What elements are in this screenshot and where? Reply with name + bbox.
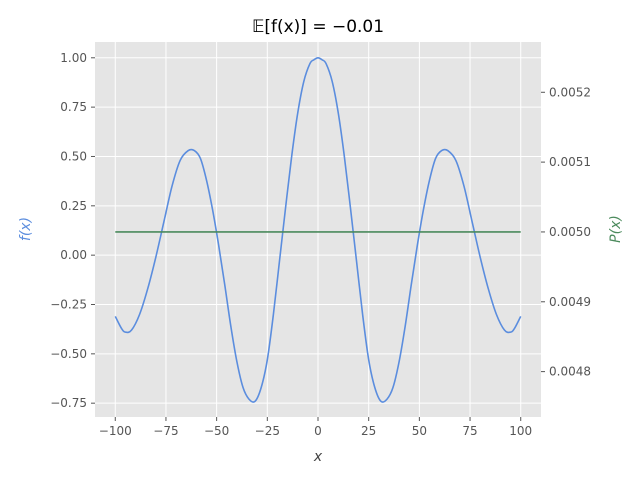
x-tick-label: −50 (204, 424, 229, 438)
y-left-tick-label: 0.50 (60, 149, 87, 163)
x-tick-label: 25 (361, 424, 376, 438)
y-right-tick-label: 0.0051 (549, 155, 591, 169)
y-left-axis-title: f(x) (18, 217, 34, 241)
x-tick-label: 100 (509, 424, 532, 438)
y-left-tick-label: −0.75 (50, 396, 87, 410)
y-left-tick-label: 1.00 (60, 51, 87, 65)
f-x-series-line (114, 56, 522, 403)
y-right-tick-label: 0.0049 (549, 295, 591, 309)
x-tick-label: 50 (412, 424, 427, 438)
y-left-tick-label: −0.50 (50, 347, 87, 361)
y-left-tick-label: −0.25 (50, 298, 87, 312)
grid-lines (95, 42, 541, 417)
y-right-axis-title: P(x) (608, 215, 624, 243)
x-tick-label: −100 (99, 424, 132, 438)
y-right-tick-label: 0.0048 (549, 365, 591, 379)
x-tick-label: −25 (255, 424, 280, 438)
x-axis-ticks: −100 −75 −50 −25 0 25 50 75 100 (99, 417, 532, 438)
x-tick-label: 75 (462, 424, 477, 438)
chart-title: 𝔼[f(x)] = −0.01 (252, 17, 384, 37)
y-right-axis-ticks: 0.0048 0.0049 0.0050 0.0051 0.0052 (541, 85, 591, 379)
y-right-tick-label: 0.0052 (549, 85, 591, 99)
y-left-tick-label: 0.25 (60, 199, 87, 213)
x-tick-label: −75 (153, 424, 178, 438)
y-left-tick-label: 0.75 (60, 100, 87, 114)
y-right-tick-label: 0.0050 (549, 225, 591, 239)
y-left-tick-label: 0.00 (60, 248, 87, 262)
x-axis-title: x (313, 449, 323, 465)
y-left-axis-ticks: −0.75 −0.50 −0.25 0.00 0.25 0.50 0.75 1.00 (50, 51, 95, 410)
series-layer (114, 56, 522, 403)
x-tick-label: 0 (314, 424, 322, 438)
